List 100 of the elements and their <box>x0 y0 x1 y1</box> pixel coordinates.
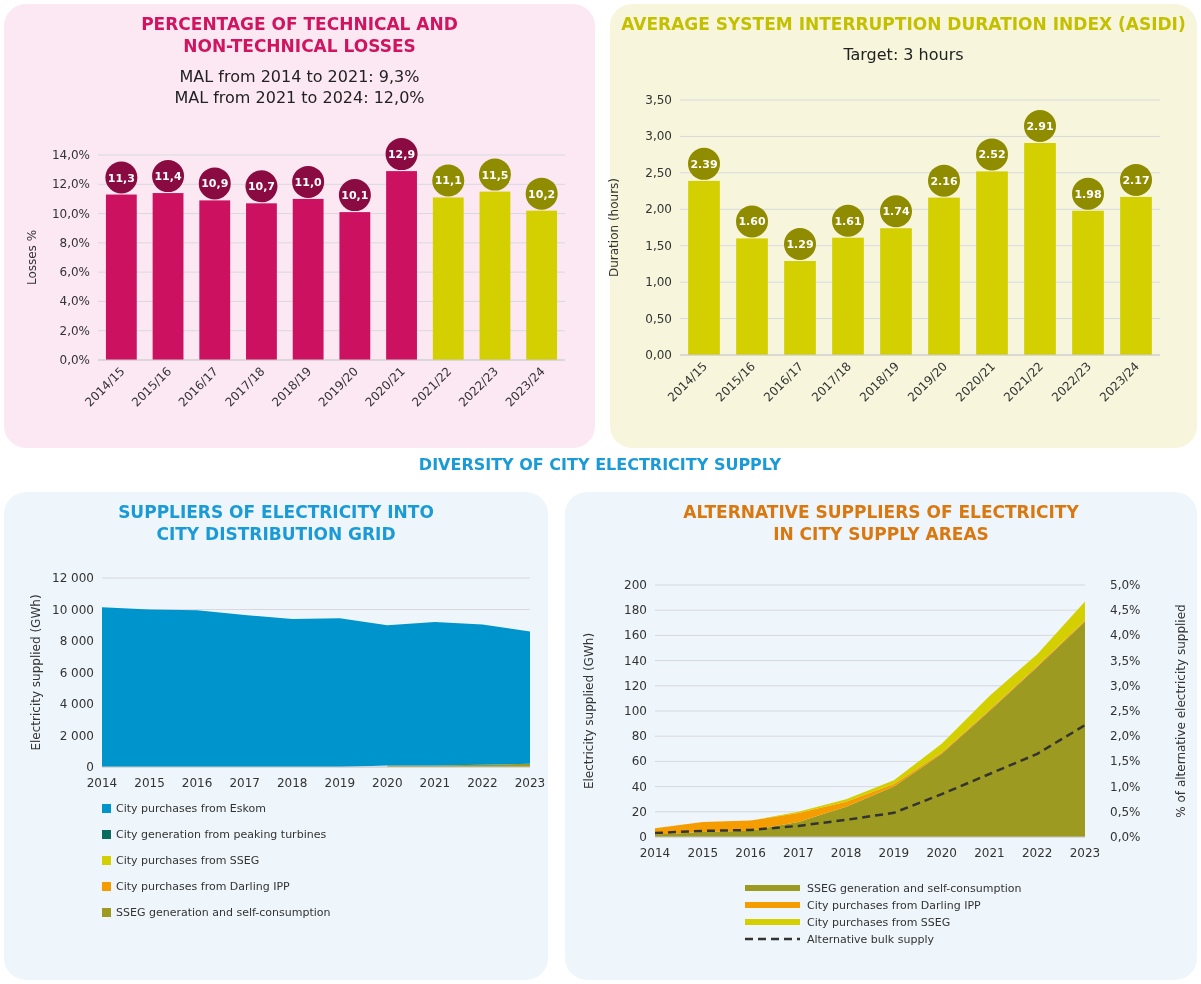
y-tick-label: 10,0% <box>51 206 90 221</box>
data-label: 2.17 <box>1122 173 1150 187</box>
data-label: 1.29 <box>786 238 814 252</box>
x-tick-label: 2022 <box>467 776 498 790</box>
y-tick-label: 60 <box>631 754 647 769</box>
x-tick-label: 2020 <box>372 776 403 790</box>
y-tick-label: 2,00 <box>645 202 672 217</box>
y-axis-title: Losses % <box>25 229 39 286</box>
legend-label: Alternative bulk supply <box>807 933 935 946</box>
y-tick-label: 10 000 <box>52 602 94 617</box>
data-label: 1.74 <box>882 205 910 219</box>
y-tick-label: 0,50 <box>645 311 672 326</box>
x-tick-label: 2014 <box>639 846 671 860</box>
y-axis-title: Electricity supplied (GWh) <box>29 594 43 751</box>
data-label: 11,0 <box>294 175 323 189</box>
chart-title: ALTERNATIVE SUPPLIERS OF ELECTRICITY IN CITY SUPPLY AREAS <box>683 502 1080 544</box>
x-tick-label: 2017 <box>783 846 814 860</box>
chart-subtitle: Target: 3 hours <box>842 45 964 64</box>
legend-label: City purchases from Eskom <box>116 802 266 815</box>
x-tick-label: 2014 <box>86 776 118 790</box>
legend-label: City purchases from SSEG <box>116 854 260 867</box>
y2-tick-label: 1,5% <box>1110 754 1141 769</box>
x-tick-label: 2016 <box>181 776 213 790</box>
data-label: 11,3 <box>107 171 135 185</box>
x-tick-label: 2018 <box>830 846 862 860</box>
y-tick-label: 12,0% <box>51 177 90 192</box>
y-tick-label: 2 000 <box>59 728 94 743</box>
y-tick-label: 4 000 <box>59 697 94 711</box>
y-tick-label: 200 <box>624 578 647 592</box>
data-label: 1.61 <box>834 214 862 228</box>
data-label: 2.39 <box>690 157 718 171</box>
text: DIVERSITY OF CITY ELECTRICITY SUPPLY <box>418 455 782 474</box>
y2-tick-label: 4,5% <box>1110 603 1141 618</box>
y2-tick-label: 5,0% <box>1110 578 1141 592</box>
chart-title: SUPPLIERS OF ELECTRICITY INTO CITY DISTRIBUTION GRID <box>118 502 434 544</box>
y2-tick-label: 3,0% <box>1110 678 1141 693</box>
y-tick-label: 6 000 <box>59 665 94 680</box>
y-tick-label: 1,50 <box>645 238 672 253</box>
y-tick-label: 80 <box>631 729 647 744</box>
chart-title: PERCENTAGE OF TECHNICAL AND NON-TECHNICAL LOSSES <box>141 14 458 56</box>
y-tick-label: 2,50 <box>645 165 672 180</box>
y-tick-label: 1,00 <box>645 275 672 290</box>
x-tick-label: 2021 <box>419 776 451 790</box>
y-tick-label: 180 <box>624 603 647 618</box>
data-label: 10,7 <box>247 180 276 194</box>
data-label: 10,2 <box>528 187 556 201</box>
chart-subtitle: MAL from 2014 to 2021: 9,3% MAL from 2021 to 2024: 12,0% <box>174 67 425 107</box>
data-label: 11,4 <box>154 170 182 184</box>
y-tick-label: 14,0% <box>51 148 90 162</box>
data-label: 11,5 <box>481 168 509 182</box>
x-tick-label: 2016 <box>735 846 766 860</box>
y-tick-label: 12 000 <box>52 571 94 585</box>
legend-label: City purchases from SSEG <box>807 916 951 929</box>
data-label: 10,9 <box>201 177 229 191</box>
legend-label: SSEG generation and self-consumption <box>807 882 1022 895</box>
x-tick-label: 2019 <box>324 776 356 790</box>
x-tick-label: 2023 <box>1069 846 1101 860</box>
legend-label: City purchases from Darling IPP <box>116 880 291 893</box>
data-label: 10,1 <box>341 189 369 203</box>
y-tick-label: 8 000 <box>59 634 94 648</box>
y-tick-label: 0 <box>639 830 647 844</box>
y2-tick-label: 1,0% <box>1110 779 1141 794</box>
y-tick-label: 3,00 <box>645 129 672 144</box>
y-axis-title: Duration (hours) <box>607 177 621 278</box>
x-tick-label: 2018 <box>276 776 308 790</box>
legend-label: City purchases from Darling IPP <box>807 899 982 912</box>
y-tick-label: 0,0% <box>59 353 90 367</box>
x-tick-label: 2015 <box>134 776 165 790</box>
data-label: 1.98 <box>1074 187 1102 201</box>
y-tick-label: 6,0% <box>59 265 90 280</box>
y-tick-label: 8,0% <box>59 235 90 250</box>
x-tick-label: 2022 <box>1021 846 1053 860</box>
y-axis-title: Electricity supplied (GWh) <box>582 632 596 790</box>
y-tick-label: 0,00 <box>645 348 672 362</box>
chart-title: AVERAGE SYSTEM INTERRUPTION DURATION INDEX (ASIDI) <box>621 14 1186 34</box>
y-tick-label: 120 <box>624 678 647 693</box>
y2-axis-title: % of alternative electricity supplied <box>1174 604 1188 818</box>
data-label: 1.60 <box>738 215 766 229</box>
data-label: 2.16 <box>930 174 958 188</box>
y-tick-label: 4,0% <box>59 294 90 309</box>
y2-tick-label: 3,5% <box>1110 653 1141 668</box>
y-tick-label: 0 <box>86 760 94 774</box>
legend-label: City generation from peaking turbines <box>116 828 327 841</box>
line-series <box>653 723 1087 835</box>
x-tick-label: 2021 <box>974 846 1005 860</box>
y2-tick-label: 2,5% <box>1110 704 1141 718</box>
data-label: 2.52 <box>978 148 1006 162</box>
y2-tick-label: 0,5% <box>1110 804 1141 819</box>
data-label: 2.91 <box>1026 119 1054 133</box>
y2-tick-label: 0,0% <box>1110 830 1141 844</box>
y2-tick-label: 4,0% <box>1110 628 1141 643</box>
x-tick-label: 2017 <box>229 776 260 790</box>
data-label: 12,9 <box>387 148 416 162</box>
y-tick-label: 160 <box>624 628 647 643</box>
y-tick-label: 100 <box>624 704 647 718</box>
x-tick-label: 2015 <box>687 846 719 860</box>
legend-label: SSEG generation and self-consumption <box>116 906 331 919</box>
y-tick-label: 2,0% <box>59 323 90 338</box>
y-tick-label: 3,50 <box>645 93 672 107</box>
x-tick-label: 2020 <box>926 846 957 860</box>
